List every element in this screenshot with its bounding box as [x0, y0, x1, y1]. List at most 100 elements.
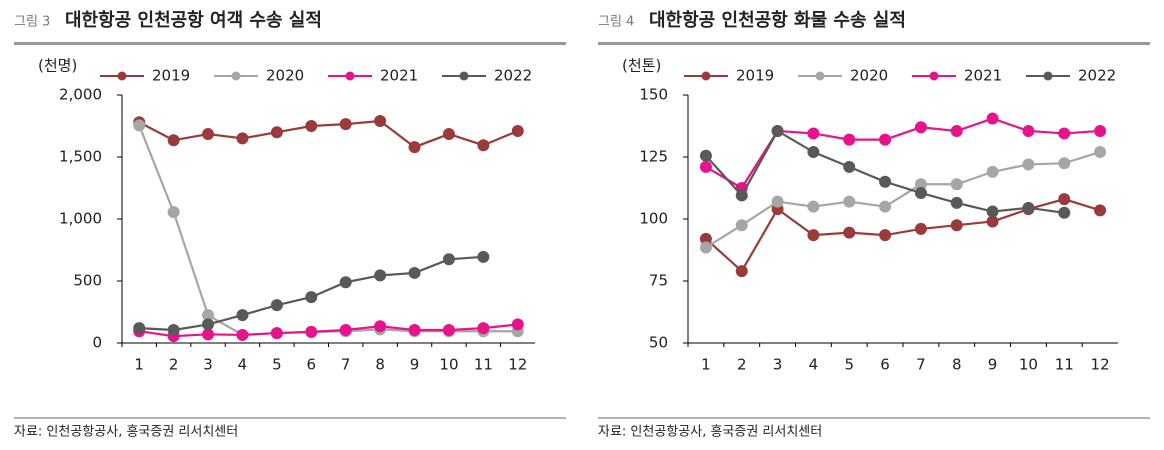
data-point — [950, 219, 963, 232]
data-point — [202, 318, 215, 331]
data-point — [1022, 158, 1035, 171]
data-point — [408, 266, 421, 279]
data-point — [270, 299, 283, 312]
x-tick-label: 12 — [508, 356, 527, 374]
x-tick-label: 8 — [375, 356, 385, 374]
data-point — [699, 160, 712, 173]
data-point — [305, 291, 318, 304]
data-point — [202, 309, 215, 322]
data-point — [477, 322, 490, 335]
x-tick-label: 1 — [701, 356, 711, 374]
legend-label: 2021 — [964, 67, 1002, 85]
data-point — [843, 133, 856, 146]
data-point — [270, 126, 283, 139]
series-line — [705, 150, 1101, 249]
data-point — [879, 133, 892, 146]
data-point — [1022, 124, 1035, 137]
x-tick-label: 9 — [988, 356, 998, 374]
x-tick-label: 3 — [773, 356, 783, 374]
data-point — [950, 196, 963, 209]
y-tick-label: 1,000 — [59, 210, 102, 228]
data-point — [305, 325, 318, 338]
x-tick-label: 6 — [880, 356, 890, 374]
data-point — [442, 253, 455, 266]
y-axis-label: (천톤) — [622, 57, 661, 75]
y-tick-label: 125 — [639, 148, 668, 166]
data-point — [511, 124, 524, 137]
data-point — [339, 118, 352, 131]
data-point — [133, 119, 146, 132]
data-point — [879, 200, 892, 213]
data-point — [735, 219, 748, 232]
data-point — [442, 323, 455, 336]
data-point — [986, 205, 999, 218]
x-tick-label: 11 — [1055, 356, 1074, 374]
x-tick-label: 6 — [307, 356, 317, 374]
data-point — [1094, 204, 1107, 217]
legend-label: 2021 — [380, 67, 418, 85]
data-point — [807, 200, 820, 213]
data-point — [699, 149, 712, 162]
data-point — [408, 141, 421, 154]
data-point — [1058, 127, 1071, 140]
data-point — [236, 328, 249, 341]
data-point — [339, 323, 352, 336]
title-rule — [14, 42, 566, 45]
y-tick-label: 1,500 — [59, 148, 102, 166]
data-point — [1058, 206, 1071, 219]
y-tick-label: 0 — [92, 334, 102, 352]
data-point — [1058, 157, 1071, 170]
data-point — [914, 186, 927, 199]
data-point — [879, 229, 892, 242]
legend-marker — [459, 71, 469, 81]
series-line — [138, 119, 519, 149]
x-tick-label: 3 — [203, 356, 213, 374]
legend-marker — [345, 71, 355, 81]
data-point — [950, 124, 963, 137]
data-point — [202, 128, 215, 141]
legend-label: 2022 — [494, 67, 532, 85]
data-point — [807, 146, 820, 159]
data-point — [202, 328, 215, 341]
data-point — [167, 134, 180, 147]
x-tick-label: 1 — [134, 356, 144, 374]
data-point — [914, 121, 927, 134]
x-tick-label: 4 — [238, 356, 248, 374]
series-line — [138, 124, 518, 337]
y-tick-label: 100 — [639, 210, 668, 228]
y-tick-label: 2,000 — [59, 86, 102, 104]
y-tick-label: 150 — [639, 86, 668, 104]
legend-marker — [117, 71, 127, 81]
x-tick-label: 8 — [952, 356, 962, 374]
data-point — [477, 139, 490, 152]
y-tick-label: 75 — [649, 272, 668, 290]
data-point — [843, 195, 856, 208]
legend-marker — [815, 71, 825, 81]
data-point — [699, 241, 712, 254]
data-point — [1058, 193, 1071, 206]
data-point — [1094, 124, 1107, 137]
figure-label: 그림 4 — [598, 15, 634, 30]
title-rule — [598, 42, 1150, 45]
data-point — [771, 195, 784, 208]
data-point — [843, 226, 856, 239]
data-point — [1094, 146, 1107, 159]
x-tick-label: 10 — [439, 356, 458, 374]
data-point — [735, 189, 748, 202]
legend-label: 2019 — [152, 67, 190, 85]
data-point — [305, 120, 318, 132]
chart-title: 대한항공 인천공항 화물 수송 실적 — [649, 10, 906, 31]
figure-label: 그림 3 — [14, 15, 50, 30]
legend-label: 2020 — [850, 67, 888, 85]
data-point — [879, 175, 892, 188]
data-point — [986, 165, 999, 178]
source: 자료: 인천공항공사, 흥국증권 리서치센터 — [14, 425, 238, 440]
data-point — [914, 178, 927, 191]
legend-marker — [701, 71, 711, 81]
x-tick-label: 2 — [737, 356, 747, 374]
data-point — [771, 124, 784, 137]
data-point — [511, 318, 524, 331]
data-point — [374, 115, 387, 128]
x-tick-label: 4 — [809, 356, 819, 374]
